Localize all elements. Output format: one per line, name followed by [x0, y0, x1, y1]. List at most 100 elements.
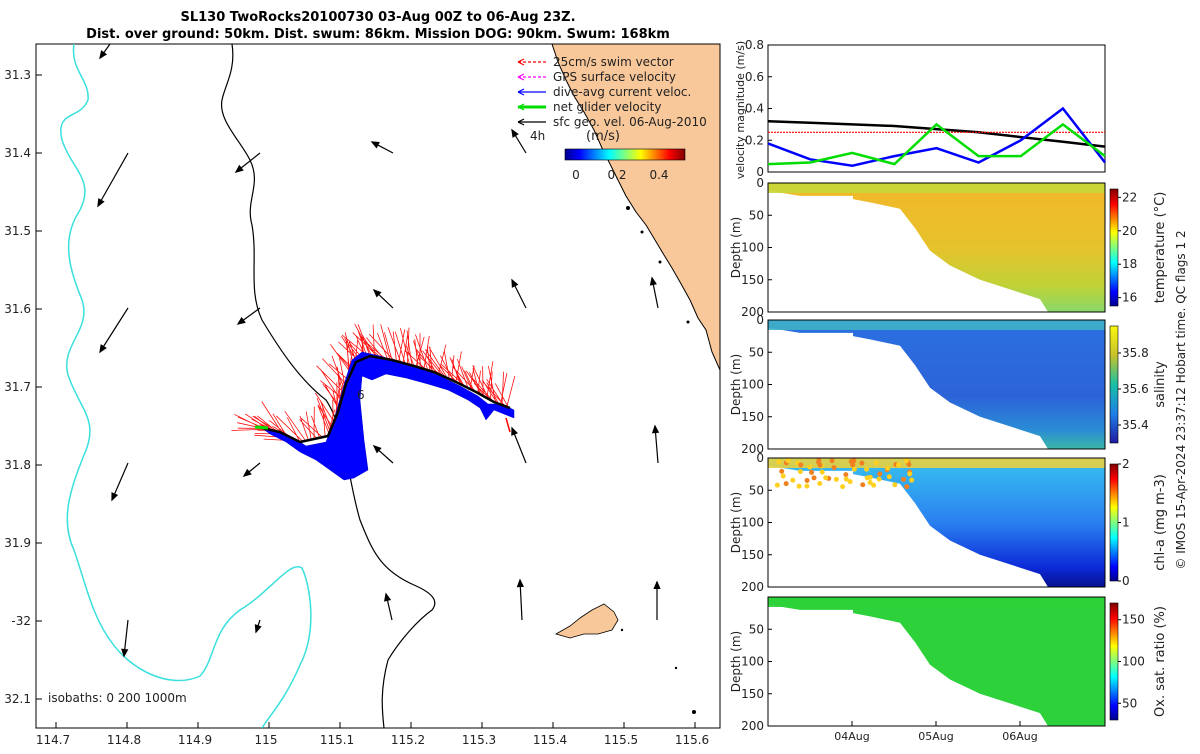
sfc-velocity-arrowhead	[649, 276, 657, 286]
velocity-series-line	[767, 122, 1106, 166]
depth-tick-label: 0	[756, 451, 764, 465]
sfc-velocity-arrowhead	[111, 492, 119, 502]
map-x-tick-label: 115.4	[533, 733, 567, 747]
chl-high-point	[809, 469, 815, 475]
sfc-velocity-arrowhead	[653, 580, 661, 590]
velocity-panel: 0.8 0.6 0.4 0.2 0 velocity magnitude (m/s)	[734, 38, 1106, 179]
isobath-1000	[220, 44, 436, 728]
colorbar-tick-label: 35.4	[1122, 418, 1149, 432]
chl-high-point	[860, 482, 866, 488]
chl-high-point	[796, 483, 802, 489]
map-y-tick-label: -32	[11, 614, 31, 628]
map-y-tick-label: 31.8	[4, 458, 31, 472]
section-surface-band	[768, 458, 1105, 468]
section-colorbar	[1109, 463, 1119, 582]
velocity-ylabel: velocity magnitude (m/s)	[734, 41, 747, 179]
chl-high-point	[785, 458, 791, 464]
chl-high-point	[867, 479, 873, 485]
chl-high-point	[903, 458, 909, 464]
sfc-velocity-arrowhead	[372, 444, 382, 454]
chl-high-point	[823, 475, 829, 481]
sfc-velocity-arrowhead	[511, 426, 518, 436]
sfc-velocity-arrow	[97, 152, 129, 207]
velocity-tick-label: 0.2	[745, 133, 764, 147]
legend-arrowhead	[517, 88, 525, 96]
legend-arrowhead	[517, 58, 525, 66]
sfc-velocity-arrowhead	[511, 278, 519, 288]
chl-high-point	[895, 462, 901, 468]
chl-high-point	[804, 477, 810, 483]
sfc-velocity-arrowhead	[242, 468, 252, 477]
sfc-velocity-arrowhead	[99, 344, 107, 354]
swim-vectors	[231, 323, 516, 443]
legend-label: sfc geo. vel. 06-Aug-2010	[553, 115, 707, 129]
section-surface-band	[768, 597, 1105, 607]
chl-high-point	[840, 484, 846, 490]
velocity-series-line	[767, 119, 1106, 148]
legend-label: 25cm/s swim vector	[553, 55, 674, 69]
depth-tick-label: 200	[741, 580, 764, 594]
chl-high-point	[816, 459, 822, 465]
chl-high-point	[804, 483, 810, 489]
chl-high-point	[864, 475, 870, 481]
chl-high-point	[798, 462, 804, 468]
sfc-velocity-arrowhead	[121, 648, 129, 658]
colorbar-tick-label: 20	[1122, 224, 1137, 238]
depth-tick-label: 150	[741, 687, 764, 701]
depth-tick-label: 50	[749, 622, 764, 636]
map-x-tick-label: 115.2	[391, 733, 425, 747]
colorbar-tick-label: 0.2	[607, 168, 626, 182]
depth-tick-label: 0	[756, 176, 764, 190]
sfc-velocity-arrowhead	[234, 164, 244, 173]
isobath-label: isobaths: 0 200 1000m	[48, 691, 187, 705]
legend-arrowhead	[517, 103, 525, 111]
chl-high-point	[843, 472, 849, 478]
depth-tick-label: 0	[756, 313, 764, 327]
colorbar-label: temperature (°C)	[1153, 192, 1168, 304]
depth-tick-label: 100	[741, 241, 764, 255]
velocity-series	[767, 106, 1106, 167]
depth-tick-label: 50	[749, 345, 764, 359]
map-y-ticks: 31.3 31.4 31.5 31.6 31.7 31.8 31.9 -32 32.1	[4, 68, 42, 706]
depth-tick-label: 200	[741, 442, 764, 456]
section-colorbar	[1109, 602, 1119, 721]
section-colorbar	[1109, 188, 1119, 307]
legend-label: GPS surface velocity	[553, 70, 676, 84]
chl-high-point	[871, 482, 877, 488]
colorbar-tick-label: 18	[1122, 257, 1137, 271]
sfc-velocity-arrow	[99, 307, 129, 353]
chl-high-point	[848, 458, 854, 464]
chl-high-point	[833, 476, 839, 482]
day-marker: 6	[357, 388, 365, 402]
legend-arrowhead	[517, 73, 525, 81]
depth-tick-label: 100	[741, 655, 764, 669]
chl-high-point	[859, 460, 865, 466]
colorbar-tick-label: 22	[1122, 190, 1137, 204]
colorbar-tick-label: 100	[1122, 655, 1145, 669]
chl-high-point	[783, 481, 789, 487]
chl-high-point	[774, 482, 780, 488]
chl-high-point	[885, 465, 891, 471]
colorbar-title: (m/s)	[586, 129, 620, 144]
sfc-velocity-arrowhead	[370, 141, 380, 149]
map-x-ticks: 114.7 114.8 114.9 115 115.1 115.2 115.3 115.4 11…	[36, 722, 709, 747]
section-panel: 0 50 100 150 200 Depth (m) 2 1 0 chl-a (mg m-3)	[729, 451, 1168, 594]
chl-high-point	[797, 469, 803, 475]
map-x-tick-label: 114.9	[178, 733, 212, 747]
map-x-tick-label: 114.8	[107, 733, 141, 747]
map-y-tick-label: 31.3	[4, 68, 31, 82]
section-colorbar	[1109, 325, 1119, 444]
dive-avg-current-fill	[261, 351, 515, 481]
map-x-tick-label: 115.5	[604, 733, 638, 747]
velocity-tick-label: 0	[756, 165, 764, 179]
chl-high-point	[790, 477, 796, 483]
chl-high-point	[864, 466, 870, 472]
chl-high-point	[817, 481, 823, 487]
colorbar-tick-label: 2	[1122, 457, 1130, 471]
chl-high-point	[907, 471, 913, 477]
velocity-tick-label: 0.6	[745, 70, 764, 84]
